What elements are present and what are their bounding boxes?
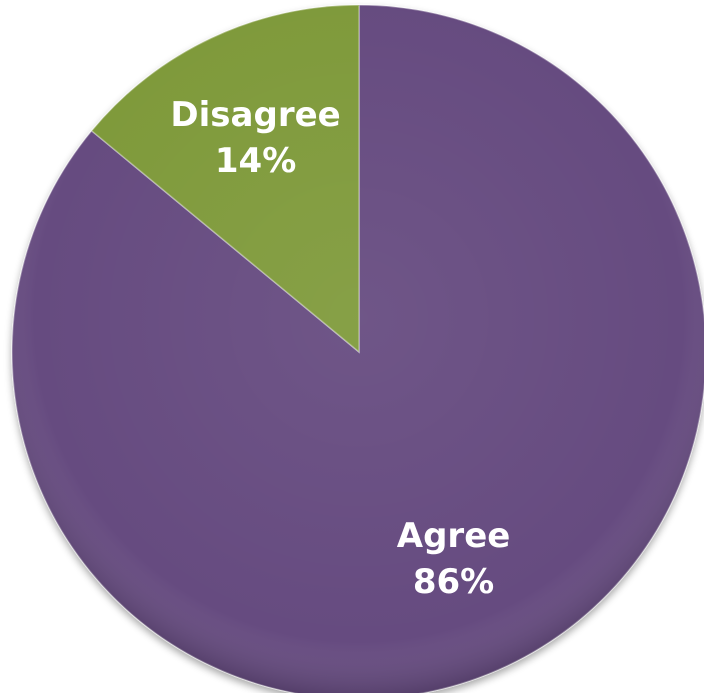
slice-label-agree: Agree xyxy=(397,516,511,556)
pie-slices xyxy=(11,4,704,693)
slice-label-disagree: Disagree xyxy=(170,95,340,135)
pie-labels: Agree 86% Disagree 14% xyxy=(170,95,510,602)
slice-value-disagree: 14% xyxy=(215,141,296,181)
slice-value-agree: 86% xyxy=(413,562,494,602)
